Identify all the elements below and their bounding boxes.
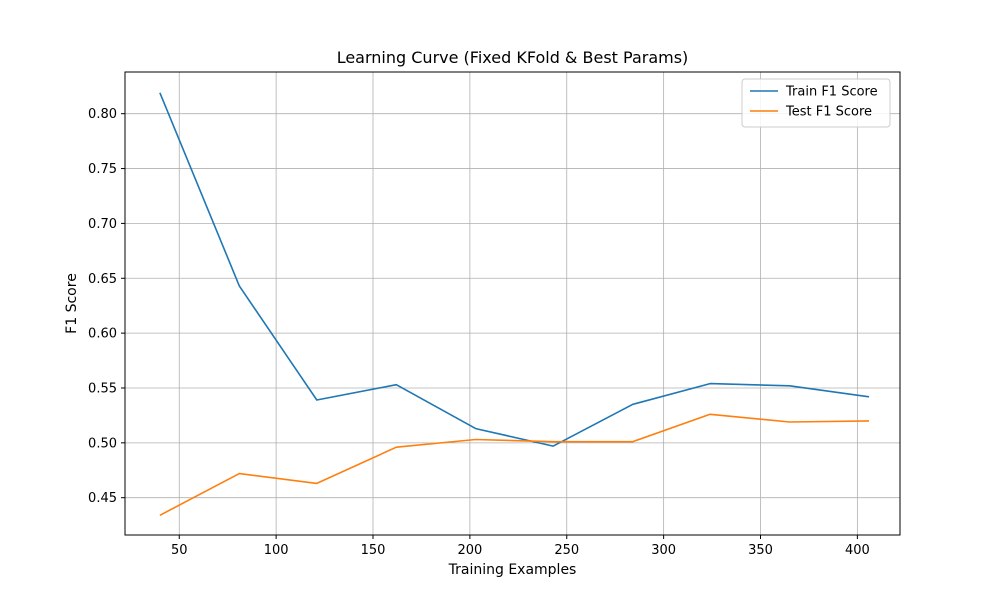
y-tick-label: 0.65 [88, 272, 117, 287]
y-tick-label: 0.75 [88, 162, 117, 177]
x-tick-label: 100 [264, 543, 289, 558]
grid [125, 72, 900, 535]
legend-label-test-f1: Test F1 Score [785, 105, 872, 120]
x-tick-label: 250 [554, 543, 579, 558]
x-tick-label: 50 [171, 543, 188, 558]
y-axis-label: F1 Score [64, 273, 80, 334]
legend-label-train-f1: Train F1 Score [785, 85, 878, 100]
legend-box [741, 78, 891, 128]
x-tick-label: 400 [845, 543, 870, 558]
x-axis-label: Training Examples [448, 562, 577, 578]
ticks: 50 100 150 200 250 300 350 400 0.45 0.50 0.55 0.60 0… [88, 107, 870, 558]
x-tick-label: 300 [651, 543, 676, 558]
y-tick-label: 0.70 [88, 217, 117, 232]
y-tick-label: 0.50 [88, 436, 117, 451]
chart-title: Learning Curve (Fixed KFold & Best Param… [337, 48, 689, 67]
legend: Train F1 Score Test F1 Score [741, 78, 891, 128]
x-tick-label: 150 [361, 543, 386, 558]
y-tick-label: 0.45 [88, 491, 117, 506]
series-layer [159, 92, 870, 517]
x-tick-label: 200 [457, 543, 482, 558]
x-tick-label: 350 [748, 543, 773, 558]
plot-frame [124, 71, 901, 536]
y-tick-label: 0.80 [88, 107, 117, 122]
series-line-test-f1 [159, 413, 870, 517]
series-line-train-f1 [159, 92, 870, 447]
y-tick-label: 0.55 [88, 381, 117, 396]
y-tick-label: 0.60 [88, 327, 117, 342]
